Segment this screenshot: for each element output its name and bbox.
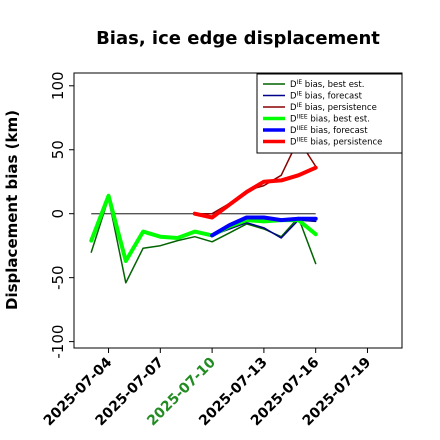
legend-entry: DIIEE bias, forecast — [290, 125, 368, 136]
series-line-1 — [90, 197, 317, 284]
chart-title: Bias, ice edge displacement — [96, 28, 380, 49]
legend-entry: DIE bias, persistence — [290, 102, 377, 113]
legend: DIE bias, best est.DIE bias, forecastDIE… — [256, 73, 403, 154]
series-line-4 — [89, 193, 318, 263]
y-tick-label: -100 — [49, 325, 67, 359]
legend-entry: DIE bias, best est. — [290, 79, 364, 90]
legend-entry: DIE bias, forecast — [290, 91, 363, 102]
y-tick-label: -50 — [49, 265, 67, 290]
y-tick-label: 100 — [49, 71, 67, 100]
y-tick-label: 0 — [49, 209, 67, 219]
series-layer — [89, 138, 318, 284]
series-line-6 — [192, 165, 318, 220]
y-axis-label: Displacement bias (km) — [3, 110, 21, 310]
y-tick-label: 50 — [49, 140, 67, 159]
plot-frame — [73, 72, 403, 349]
series-line-5 — [210, 215, 318, 238]
legend-entry: DIIEE bias, persistence — [290, 137, 382, 148]
legend-entry: DIIEE bias, best est. — [290, 114, 370, 125]
